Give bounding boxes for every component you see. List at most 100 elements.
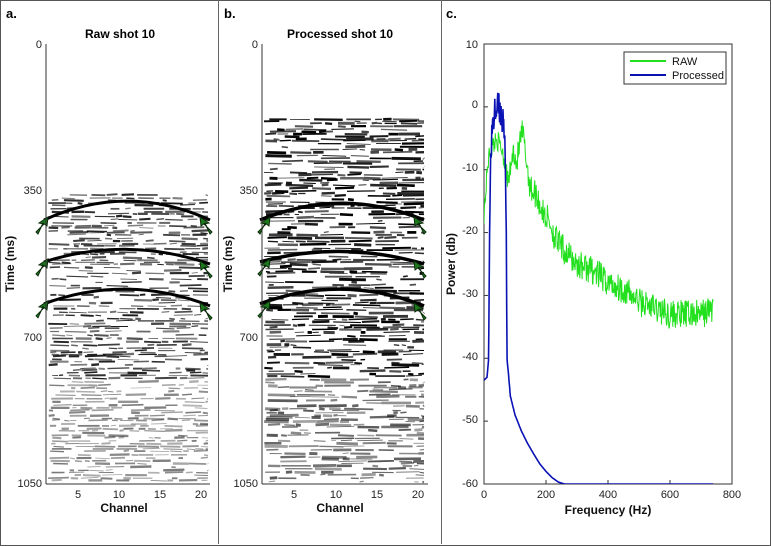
seismic-trace-segment — [323, 306, 342, 309]
horizon-line-3 — [43, 287, 211, 308]
pick-arrow-right-1 — [199, 215, 213, 235]
seismic-trace-segment — [48, 261, 61, 264]
seismic-trace-segment — [74, 460, 82, 463]
horizon-line-2 — [43, 247, 211, 266]
seismic-trace-segment — [315, 422, 330, 427]
seismic-trace-segment — [139, 217, 151, 221]
seismic-trace-segment — [91, 408, 114, 412]
seismic-trace-segment — [302, 355, 332, 359]
seismic-trace-segment — [348, 317, 378, 321]
seismic-trace-segment — [377, 236, 384, 239]
seismic-trace-segment — [194, 407, 208, 410]
seismic-trace-segment — [404, 210, 424, 214]
seismic-trace-segment — [53, 445, 64, 448]
seismic-trace-segment — [91, 256, 107, 259]
seismic-trace-segment — [312, 187, 332, 190]
seismic-trace-segment — [69, 323, 79, 325]
seismic-trace-segment — [326, 425, 355, 428]
legend-box — [623, 51, 727, 85]
seismic-trace-segment — [403, 353, 424, 355]
seismic-trace-segment — [106, 233, 112, 237]
seismic-trace-segment — [347, 198, 354, 202]
horizon-line-3 — [259, 287, 425, 308]
seismic-trace-segment — [147, 256, 155, 260]
seismic-trace-segment — [409, 468, 425, 470]
seismic-trace-segment — [144, 340, 162, 344]
seismic-trace-segment — [121, 193, 135, 196]
panel-a-xtick-0: 5 — [75, 489, 81, 501]
seismic-trace-segment — [284, 424, 296, 427]
seismic-trace-segment — [100, 477, 113, 480]
seismic-trace-segment — [405, 374, 422, 377]
seismic-trace-segment — [193, 449, 209, 452]
seismic-trace-segment — [91, 363, 100, 367]
seismic-trace-segment — [407, 417, 425, 422]
seismic-trace-segment — [71, 381, 84, 383]
seismic-trace-segment — [422, 404, 425, 408]
seismic-trace-segment — [353, 311, 359, 316]
seismic-trace-segment — [390, 327, 399, 331]
seismic-trace-segment — [359, 338, 378, 342]
seismic-trace-segment — [370, 183, 397, 187]
seismic-trace-segment — [296, 306, 318, 309]
seismic-trace-segment — [80, 406, 93, 410]
seismic-trace-segment — [187, 287, 209, 290]
seismic-trace-segment — [80, 477, 99, 479]
seismic-trace-segment — [396, 183, 415, 187]
panel-b-seismic-traces — [263, 117, 426, 484]
seismic-trace-segment — [333, 321, 361, 324]
pick-arrow-left-3 — [35, 299, 49, 319]
seismic-trace-segment — [269, 476, 278, 480]
seismic-trace-segment — [265, 132, 277, 135]
seismic-trace-segment — [68, 471, 85, 474]
seismic-trace-segment — [151, 418, 164, 422]
seismic-trace-segment — [69, 231, 89, 234]
seismic-trace-segment — [306, 176, 319, 180]
seismic-trace-segment — [296, 233, 318, 237]
seismic-trace-segment — [372, 388, 384, 391]
seismic-trace-segment — [357, 389, 369, 393]
seismic-trace-segment — [317, 364, 343, 367]
seismic-trace-segment — [161, 411, 183, 414]
seismic-trace-segment — [269, 338, 295, 340]
seismic-trace-segment — [52, 354, 66, 358]
seismic-trace-segment — [316, 419, 339, 423]
seismic-trace-segment — [112, 229, 129, 232]
seismic-trace-segment — [70, 408, 90, 412]
seismic-trace-segment — [97, 343, 120, 346]
seismic-trace-segment — [101, 442, 111, 445]
seismic-trace-segment — [111, 272, 128, 275]
seismic-trace-segment — [55, 394, 76, 396]
seismic-trace-segment — [202, 387, 209, 390]
seismic-trace-segment — [285, 128, 304, 131]
seismic-trace-segment — [48, 414, 55, 417]
seismic-trace-segment — [155, 376, 178, 380]
seismic-trace-segment — [322, 155, 347, 157]
seismic-trace-segment — [126, 337, 143, 341]
seismic-trace-segment — [392, 323, 405, 327]
seismic-trace-segment — [272, 191, 285, 195]
seismic-trace-segment — [305, 389, 314, 391]
seismic-trace-segment — [416, 170, 423, 175]
seismic-trace-segment — [399, 438, 414, 440]
seismic-trace-segment — [422, 260, 425, 264]
seismic-trace-segment — [343, 344, 367, 346]
seismic-trace-segment — [187, 377, 205, 379]
horizon-line-2 — [259, 249, 425, 266]
seismic-trace-segment — [292, 324, 298, 328]
seismic-trace-segment — [164, 358, 182, 361]
seismic-trace-segment — [383, 331, 410, 333]
seismic-trace-segment — [312, 320, 330, 324]
seismic-trace-segment — [356, 222, 385, 225]
seismic-trace-segment — [342, 148, 358, 150]
panel-c-xtick-1: 200 — [537, 489, 555, 501]
seismic-trace-segment — [267, 248, 298, 251]
seismic-trace-segment — [51, 198, 59, 202]
seismic-trace-segment — [80, 314, 94, 317]
seismic-trace-segment — [93, 295, 100, 299]
seismic-trace-segment — [66, 275, 89, 278]
seismic-trace-segment — [52, 440, 69, 443]
seismic-trace-segment — [106, 193, 118, 196]
seismic-trace-segment — [271, 318, 289, 321]
seismic-trace-segment — [164, 247, 185, 251]
